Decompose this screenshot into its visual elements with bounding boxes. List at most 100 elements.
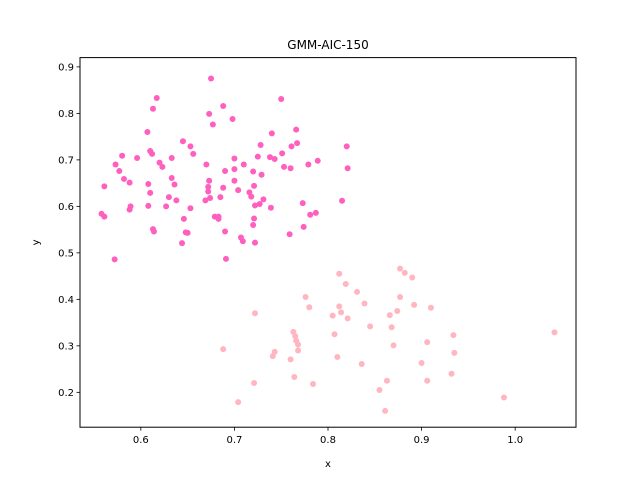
data-point-s0-56 [235,187,242,194]
data-point-s1-8 [361,300,368,307]
data-point-s1-19 [367,323,374,330]
data-point-s0-23 [168,155,175,162]
data-point-s0-25 [271,155,278,162]
data-point-s0-64 [202,197,209,204]
y-axis-label: y [31,239,42,245]
data-point-s1-27 [424,339,431,346]
data-point-s1-4 [342,281,349,288]
data-point-s1-12 [411,301,418,308]
data-point-s0-94 [252,239,258,246]
data-point-s0-5 [206,110,213,117]
data-point-s1-5 [354,288,361,295]
data-point-s0-27 [254,153,261,160]
data-point-s0-42 [168,175,175,182]
data-point-s0-63 [260,196,267,203]
y-axis: 0.2 0.3 0.4 0.5 0.6 0.7 0.8 0.9 [58,62,80,399]
data-point-s0-54 [205,188,212,195]
data-point-s1-48 [382,407,389,414]
data-point-s0-97 [222,255,229,262]
data-point-s0-95 [179,240,186,247]
data-point-s0-14 [343,143,350,150]
data-point-s0-58 [217,194,224,201]
y-tick-label: 0.2 [58,388,74,399]
data-point-s0-55 [147,189,154,196]
data-point-s0-20 [279,150,286,157]
y-tick-label: 0.3 [58,341,74,352]
data-point-s1-17 [344,315,351,322]
data-point-s0-34 [305,161,312,168]
x-tick-label: 0.9 [414,435,430,446]
data-point-s0-12 [187,143,194,150]
data-point-s1-15 [394,307,401,314]
data-point-s1-0 [397,265,404,272]
data-point-s0-36 [281,163,288,170]
data-point-s0-75 [312,209,319,216]
x-axis-label: x [325,459,331,470]
data-point-s1-16 [329,312,336,319]
data-point-s0-72 [267,204,274,211]
data-point-s1-6 [302,294,309,301]
data-point-s0-52 [220,184,227,191]
data-point-s0-4 [150,105,156,112]
points-layer [98,75,558,414]
data-point-s0-87 [150,228,157,235]
data-point-s1-38 [358,360,365,367]
data-point-s0-24 [134,155,141,162]
data-point-s1-30 [220,346,227,353]
data-point-s0-10 [268,130,275,137]
data-point-s0-85 [300,223,307,230]
x-tick-label: 0.6 [133,435,149,446]
data-point-s0-60 [248,193,255,200]
data-point-s1-37 [418,360,425,367]
data-point-s1-9 [336,303,343,310]
data-point-s0-30 [112,161,119,168]
data-point-s0-8 [293,126,300,133]
data-point-s0-40 [222,168,229,175]
y-tick-label: 0.5 [58,248,74,259]
data-point-s0-31 [203,161,210,168]
data-point-s1-36 [287,356,294,363]
data-point-s0-70 [163,203,170,210]
data-point-s1-13 [338,309,345,316]
data-point-s0-84 [250,221,257,228]
x-tick-label: 0.7 [226,435,242,446]
data-point-s1-35 [334,354,341,360]
data-point-s0-33 [240,161,247,168]
data-point-s0-43 [258,171,265,178]
data-point-s0-48 [171,181,178,188]
data-point-s0-51 [205,183,212,190]
data-point-s1-41 [383,377,390,384]
data-point-s0-19 [190,150,197,157]
data-point-s0-93 [239,238,246,245]
data-point-s0-6 [229,115,236,122]
data-point-s1-18 [386,312,393,319]
data-point-s0-77 [307,211,314,218]
data-point-s0-91 [286,231,293,238]
data-point-s1-40 [291,373,298,380]
data-point-s1-24 [292,333,299,340]
data-point-s0-18 [149,150,156,157]
data-point-s1-45 [376,387,383,394]
data-point-s1-43 [251,380,258,387]
data-point-s0-11 [179,138,186,145]
y-tick-label: 0.7 [58,155,74,166]
data-point-s1-20 [388,324,395,331]
data-point-s1-42 [424,377,431,384]
data-point-s0-46 [231,177,238,184]
x-axis: 0.6 0.7 0.8 0.9 1.0 [133,427,523,446]
data-point-s0-44 [120,175,127,182]
y-tick-label: 0.4 [58,295,74,306]
data-point-s0-13 [257,142,264,148]
data-point-s1-14 [252,310,258,317]
data-point-s0-62 [173,197,180,204]
x-tick-label: 0.8 [320,435,336,446]
data-point-s0-39 [116,168,123,175]
x-tick-label: 1.0 [507,435,523,446]
data-point-s0-65 [339,197,346,204]
data-point-s0-82 [180,215,187,222]
data-point-s1-23 [331,331,338,338]
data-point-s1-31 [295,347,302,354]
y-tick-label: 0.8 [58,109,74,120]
